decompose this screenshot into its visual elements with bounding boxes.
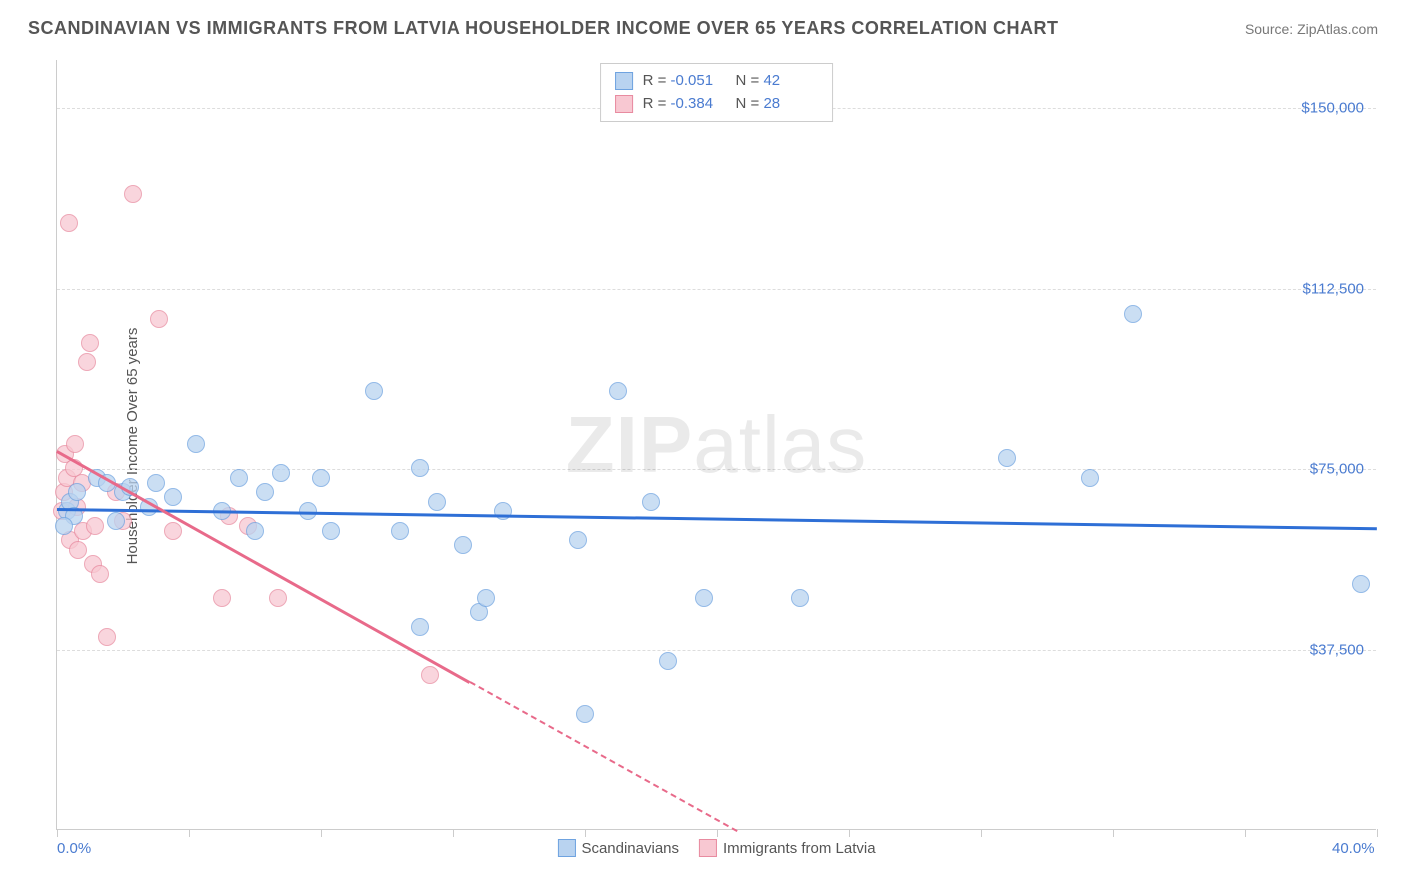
x-tick — [849, 829, 850, 837]
scatter-point-series2 — [124, 185, 142, 203]
x-tick — [1377, 829, 1378, 837]
scatter-point-series1 — [609, 382, 627, 400]
gridline — [57, 289, 1376, 290]
scatter-point-series1 — [256, 483, 274, 501]
stats-row-2: R = -0.384 N = 28 — [615, 93, 819, 116]
scatter-point-series2 — [60, 214, 78, 232]
scatter-point-series2 — [78, 353, 96, 371]
x-tick-label: 40.0% — [1332, 840, 1375, 857]
x-tick — [717, 829, 718, 837]
gridline — [57, 469, 1376, 470]
scatter-point-series2 — [164, 522, 182, 540]
scatter-point-series1 — [695, 589, 713, 607]
swatch-series1 — [615, 72, 633, 90]
scatter-point-series1 — [55, 517, 73, 535]
x-tick — [321, 829, 322, 837]
scatter-point-series1 — [477, 589, 495, 607]
x-tick — [981, 829, 982, 837]
scatter-point-series2 — [150, 310, 168, 328]
plot-area: ZIPatlas R = -0.051 N = 42 R = -0.384 N … — [56, 60, 1376, 830]
y-tick-label: $37,500 — [1310, 641, 1364, 658]
scatter-point-series1 — [411, 618, 429, 636]
scatter-point-series1 — [230, 469, 248, 487]
scatter-point-series1 — [454, 536, 472, 554]
scatter-point-series2 — [98, 628, 116, 646]
x-tick — [189, 829, 190, 837]
chart-title: SCANDINAVIAN VS IMMIGRANTS FROM LATVIA H… — [28, 18, 1059, 39]
scatter-point-series1 — [659, 652, 677, 670]
legend-label-2: Immigrants from Latvia — [723, 840, 876, 857]
scatter-point-series1 — [1352, 575, 1370, 593]
scatter-point-series1 — [428, 493, 446, 511]
bottom-legend: Scandinavians Immigrants from Latvia — [557, 839, 875, 857]
x-tick — [1245, 829, 1246, 837]
y-tick-label: $150,000 — [1301, 100, 1364, 117]
legend-swatch-2 — [699, 839, 717, 857]
swatch-series2 — [615, 95, 633, 113]
x-tick — [57, 829, 58, 837]
scatter-point-series1 — [791, 589, 809, 607]
scatter-point-series2 — [81, 334, 99, 352]
scatter-point-series1 — [1081, 469, 1099, 487]
scatter-point-series1 — [147, 474, 165, 492]
scatter-point-series1 — [411, 459, 429, 477]
scatter-point-series1 — [1124, 305, 1142, 323]
x-tick — [453, 829, 454, 837]
scatter-point-series1 — [365, 382, 383, 400]
y-tick-label: $75,000 — [1310, 461, 1364, 478]
legend-item-1: Scandinavians — [557, 839, 679, 857]
scatter-point-series1 — [391, 522, 409, 540]
stats-row-1: R = -0.051 N = 42 — [615, 70, 819, 93]
scatter-point-series1 — [642, 493, 660, 511]
chart-source: Source: ZipAtlas.com — [1245, 21, 1378, 37]
scatter-point-series1 — [68, 483, 86, 501]
gridline — [57, 650, 1376, 651]
trend-line-series2-extrapolated — [469, 681, 737, 832]
scatter-point-series2 — [66, 435, 84, 453]
scatter-point-series1 — [576, 705, 594, 723]
legend-swatch-1 — [557, 839, 575, 857]
scatter-point-series1 — [164, 488, 182, 506]
scatter-point-series2 — [421, 666, 439, 684]
scatter-point-series1 — [187, 435, 205, 453]
scatter-point-series2 — [91, 565, 109, 583]
scatter-point-series1 — [312, 469, 330, 487]
scatter-point-series2 — [269, 589, 287, 607]
scatter-point-series1 — [569, 531, 587, 549]
x-tick-label: 0.0% — [57, 840, 91, 857]
legend-item-2: Immigrants from Latvia — [699, 839, 876, 857]
scatter-point-series1 — [246, 522, 264, 540]
x-tick — [1113, 829, 1114, 837]
y-tick-label: $112,500 — [1303, 280, 1364, 297]
stats-box: R = -0.051 N = 42 R = -0.384 N = 28 — [600, 63, 834, 122]
scatter-point-series1 — [272, 464, 290, 482]
scatter-point-series2 — [69, 541, 87, 559]
scatter-point-series1 — [322, 522, 340, 540]
scatter-point-series1 — [107, 512, 125, 530]
x-tick — [585, 829, 586, 837]
watermark: ZIPatlas — [566, 399, 867, 491]
scatter-point-series2 — [86, 517, 104, 535]
scatter-point-series1 — [494, 502, 512, 520]
scatter-point-series2 — [213, 589, 231, 607]
scatter-point-series1 — [998, 449, 1016, 467]
legend-label-1: Scandinavians — [581, 840, 679, 857]
